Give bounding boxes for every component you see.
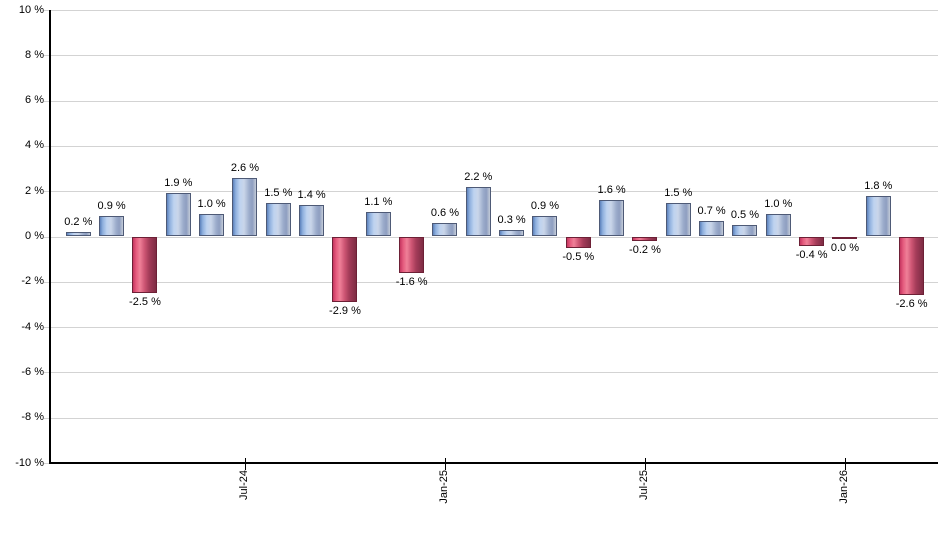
y-gridline-10 [44, 10, 938, 11]
bar-14[interactable] [532, 216, 558, 237]
y-gridline-6 [44, 100, 938, 102]
y-axis-label: -2 % [21, 275, 44, 288]
x-axis-label: Jul-25 [637, 470, 650, 500]
bar-12[interactable] [465, 186, 491, 237]
bar-23[interactable] [832, 236, 858, 239]
bar-value-label: -1.6 % [395, 275, 428, 288]
bar-value-label: 1.0 % [764, 197, 793, 210]
y-axis-label: -8 % [21, 411, 44, 424]
bar-value-label: 0.5 % [730, 209, 760, 222]
y-gridline--8 [44, 417, 938, 419]
y-gridline-8 [44, 55, 938, 57]
bar-value-label: 0.0 % [830, 241, 860, 254]
bar-2[interactable] [132, 236, 158, 294]
bar-25[interactable] [899, 236, 925, 296]
bar-0[interactable] [65, 231, 91, 237]
x-axis-tick-Jan-25 [444, 458, 446, 470]
bar-value-label: 0.7 % [697, 204, 726, 217]
x-axis-label: Jan-25 [437, 470, 450, 504]
y-gridline-2 [44, 191, 938, 193]
bar-value-label: 1.6 % [597, 184, 626, 197]
bar-1[interactable] [99, 216, 125, 237]
y-gridline--6 [44, 372, 938, 374]
bar-24[interactable] [865, 195, 891, 237]
bar-8[interactable] [332, 236, 358, 303]
bar-3[interactable] [165, 193, 191, 237]
y-axis-label: 6 % [25, 94, 44, 107]
bar-7[interactable] [299, 204, 325, 237]
bar-13[interactable] [499, 229, 525, 237]
bar-value-label: 0.2 % [64, 215, 93, 228]
bar-value-label: 1.0 % [197, 197, 226, 210]
bar-15[interactable] [565, 236, 591, 248]
bar-value-label: 1.4 % [297, 188, 326, 201]
y-axis-label: 2 % [25, 184, 44, 197]
bar-6[interactable] [265, 202, 291, 237]
y-gridline--4 [44, 327, 938, 329]
bar-19[interactable] [699, 220, 725, 237]
bar-value-label: -0.4 % [795, 248, 828, 261]
bar-value-label: 1.8 % [864, 179, 893, 192]
y-gridline-0 [44, 236, 938, 238]
bar-value-label: 1.1 % [364, 195, 393, 208]
y-axis-label: -4 % [21, 320, 44, 333]
bar-value-label: 0.3 % [497, 213, 526, 226]
bar-value-label: 1.9 % [164, 177, 193, 190]
bar-value-label: 2.6 % [230, 161, 260, 174]
bar-value-label: 1.5 % [664, 186, 693, 199]
bar-value-label: 0.6 % [430, 206, 460, 219]
bar-18[interactable] [665, 202, 691, 237]
y-axis-label: 8 % [25, 48, 44, 61]
bar-value-label: 1.5 % [264, 186, 293, 199]
x-axis-label: Jan-26 [837, 470, 850, 504]
x-axis-label: Jul-24 [237, 470, 250, 500]
bar-11[interactable] [432, 222, 458, 237]
y-axis-label: 0 % [25, 230, 44, 242]
bar-10[interactable] [399, 236, 425, 273]
bar-value-label: 0.9 % [97, 200, 126, 213]
bar-value-label: -0.5 % [562, 250, 595, 263]
bar-21[interactable] [765, 213, 791, 237]
bar-value-label: -0.2 % [629, 244, 661, 257]
bar-5[interactable] [232, 177, 258, 237]
bar-20[interactable] [732, 225, 758, 237]
bar-9[interactable] [365, 211, 391, 237]
y-gridline--2 [44, 281, 938, 283]
y-axis-label: 10 % [18, 3, 44, 16]
bar-22[interactable] [799, 236, 825, 246]
bar-value-label: -2.9 % [329, 305, 361, 318]
bar-16[interactable] [599, 200, 625, 237]
x-axis-tick-Jul-25 [644, 458, 646, 470]
bar-value-label: -2.6 % [895, 298, 928, 311]
y-gridline-4 [44, 145, 938, 147]
bar-value-label: 0.9 % [530, 200, 560, 213]
bar-17[interactable] [632, 236, 658, 242]
bar-value-label: 2.2 % [464, 170, 493, 183]
y-axis-label: -6 % [21, 365, 44, 378]
y-axis-label: 4 % [25, 139, 44, 152]
x-axis-tick-Jul-24 [244, 458, 246, 470]
x-axis-tick-Jan-26 [844, 458, 846, 470]
bar-value-label: -2.5 % [129, 296, 161, 309]
y-axis-line [49, 10, 51, 464]
y-axis-label: -10 % [15, 456, 44, 469]
bar-4[interactable] [199, 213, 225, 237]
x-axis-line [50, 462, 938, 464]
